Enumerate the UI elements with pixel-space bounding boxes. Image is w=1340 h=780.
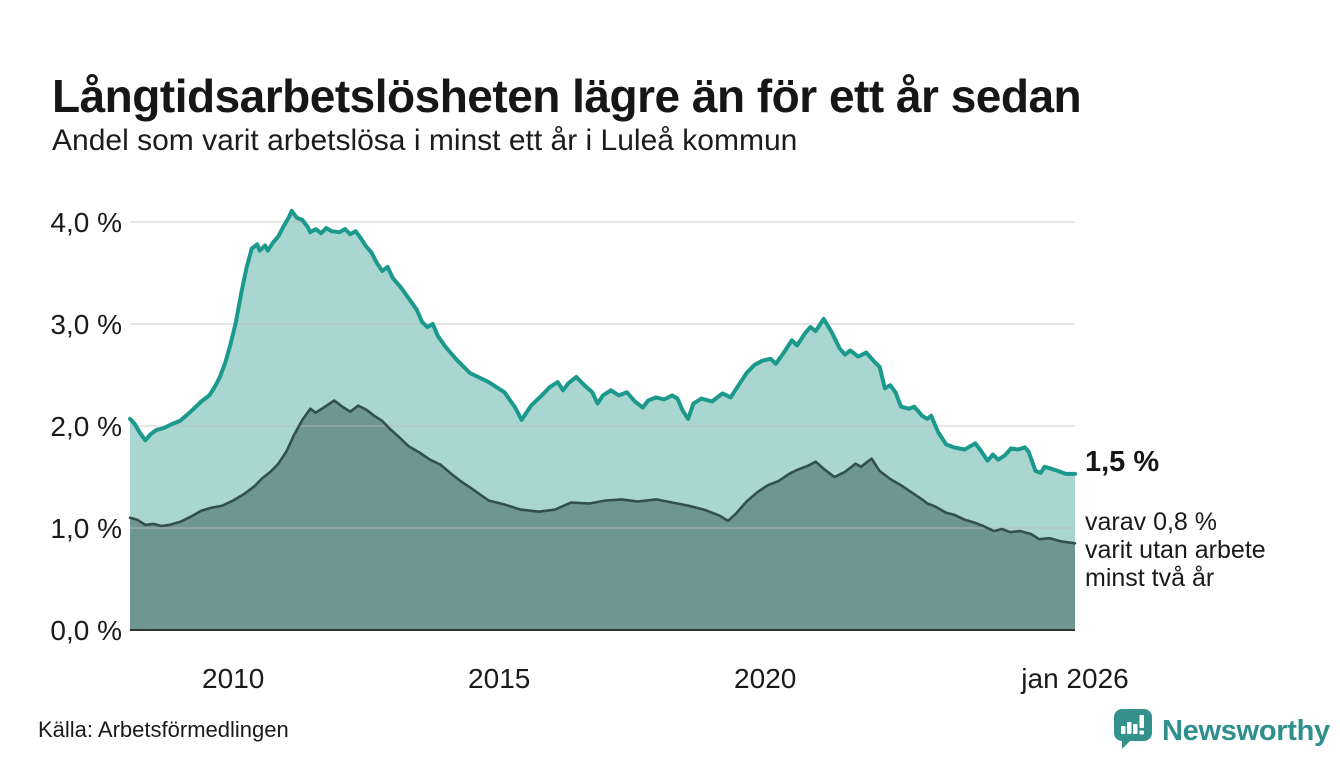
series-min-two-years-area bbox=[130, 400, 1075, 630]
x-tick-label: 2020 bbox=[734, 663, 796, 694]
latest-value-annotation: 1,5 % bbox=[1085, 446, 1160, 478]
x-tick-label: 2010 bbox=[202, 663, 264, 694]
secondary-annotation: varav 0,8 % varit utan arbete minst två … bbox=[1085, 508, 1266, 592]
secondary-annotation-line: varit utan arbete bbox=[1085, 536, 1266, 564]
series-min-one-year-line bbox=[128, 208, 1077, 476]
y-tick-label: 0,0 % bbox=[50, 615, 122, 646]
source-note: Källa: Arbetsförmedlingen bbox=[38, 717, 289, 742]
newsworthy-bubble-icon bbox=[1113, 708, 1153, 754]
y-tick-label: 3,0 % bbox=[50, 309, 122, 340]
page-subtitle: Andel som varit arbetslösa i minst ett å… bbox=[52, 124, 798, 157]
secondary-annotation-line: varav 0,8 % bbox=[1085, 508, 1218, 536]
brand-logo: Newsworthy bbox=[1113, 708, 1330, 754]
y-tick-label: 4,0 % bbox=[50, 207, 122, 238]
y-tick-label: 1,0 % bbox=[50, 513, 122, 544]
page-title: Långtidsarbetslösheten lägre än för ett … bbox=[52, 69, 1082, 122]
x-tick-label: jan 2026 bbox=[1020, 663, 1128, 694]
x-tick-label: 2015 bbox=[468, 663, 530, 694]
brand-wordmark: Newsworthy bbox=[1162, 714, 1330, 747]
series-min-two-years-line bbox=[128, 399, 1077, 545]
secondary-annotation-line: minst två år bbox=[1085, 564, 1215, 592]
y-tick-label: 2,0 % bbox=[50, 411, 122, 442]
